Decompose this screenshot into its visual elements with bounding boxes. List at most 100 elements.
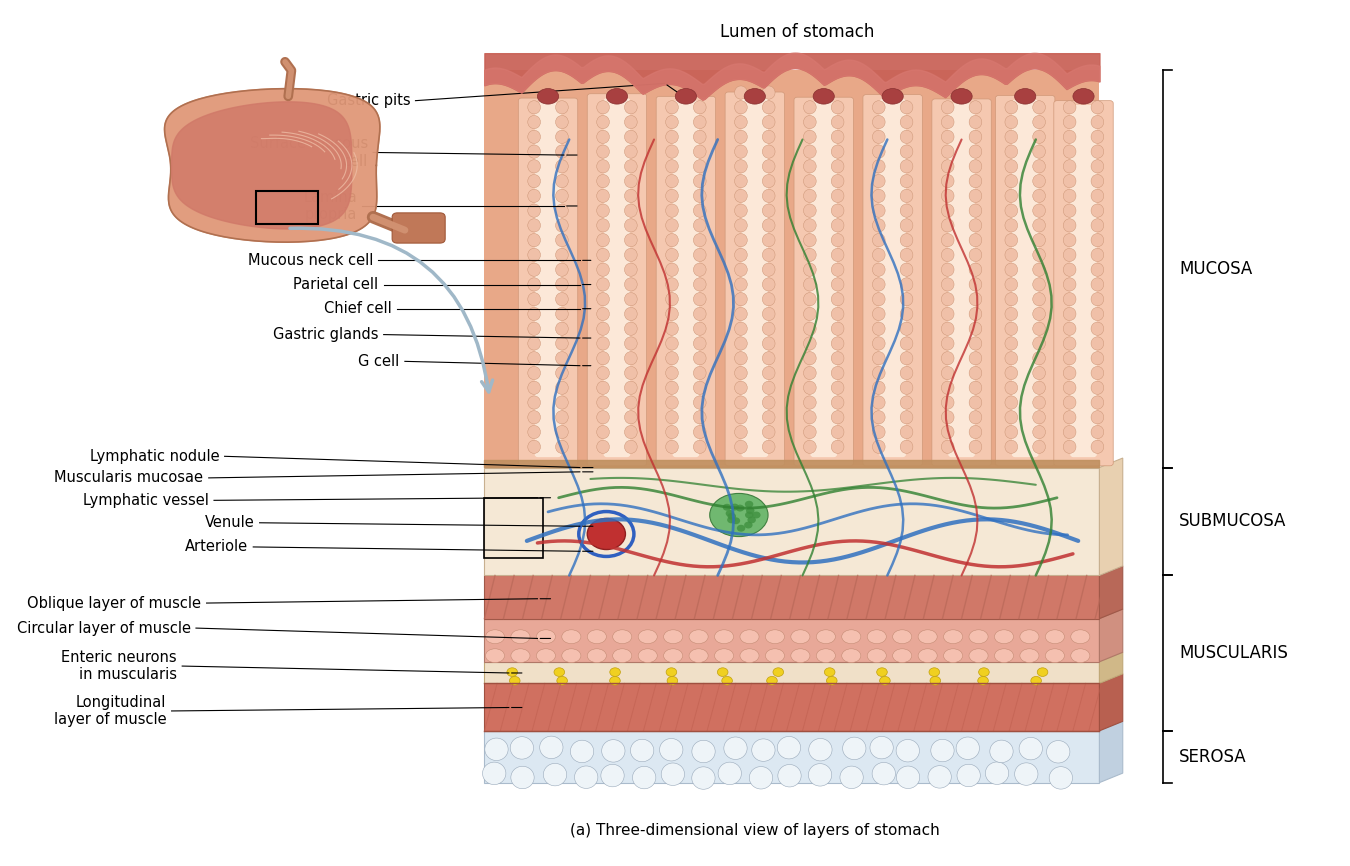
FancyBboxPatch shape bbox=[518, 98, 578, 466]
Ellipse shape bbox=[625, 130, 637, 144]
Ellipse shape bbox=[1004, 159, 1018, 173]
Ellipse shape bbox=[969, 396, 981, 409]
Ellipse shape bbox=[749, 766, 772, 789]
Ellipse shape bbox=[832, 145, 844, 158]
Ellipse shape bbox=[832, 396, 844, 409]
Ellipse shape bbox=[969, 234, 981, 247]
Ellipse shape bbox=[556, 425, 568, 439]
Ellipse shape bbox=[1033, 352, 1045, 365]
Ellipse shape bbox=[941, 322, 954, 335]
Ellipse shape bbox=[941, 381, 954, 394]
Ellipse shape bbox=[803, 130, 817, 144]
Ellipse shape bbox=[969, 440, 981, 454]
Ellipse shape bbox=[710, 494, 768, 537]
Ellipse shape bbox=[1064, 175, 1076, 188]
Ellipse shape bbox=[528, 307, 540, 320]
Ellipse shape bbox=[995, 630, 1014, 643]
Ellipse shape bbox=[1004, 307, 1018, 320]
Ellipse shape bbox=[896, 766, 919, 789]
Ellipse shape bbox=[556, 337, 568, 350]
Ellipse shape bbox=[763, 100, 775, 114]
Circle shape bbox=[509, 676, 520, 685]
Ellipse shape bbox=[528, 263, 540, 276]
Ellipse shape bbox=[872, 145, 886, 158]
Ellipse shape bbox=[832, 352, 844, 365]
Text: (a) Three-dimensional view of layers of stomach: (a) Three-dimensional view of layers of … bbox=[570, 823, 940, 837]
Ellipse shape bbox=[556, 234, 568, 247]
FancyBboxPatch shape bbox=[948, 103, 975, 457]
Ellipse shape bbox=[597, 440, 609, 454]
Ellipse shape bbox=[597, 307, 609, 320]
Circle shape bbox=[979, 668, 990, 676]
Ellipse shape bbox=[537, 88, 559, 104]
Ellipse shape bbox=[1004, 263, 1018, 276]
Ellipse shape bbox=[613, 630, 632, 643]
Ellipse shape bbox=[1091, 100, 1104, 114]
Ellipse shape bbox=[556, 278, 568, 291]
Ellipse shape bbox=[900, 337, 913, 350]
Text: Gastric pits: Gastric pits bbox=[327, 94, 410, 108]
Ellipse shape bbox=[803, 307, 817, 320]
Ellipse shape bbox=[1004, 366, 1018, 379]
FancyBboxPatch shape bbox=[931, 99, 991, 466]
Ellipse shape bbox=[1064, 352, 1076, 365]
Ellipse shape bbox=[832, 234, 844, 247]
Ellipse shape bbox=[664, 649, 683, 662]
Ellipse shape bbox=[1064, 249, 1076, 262]
Ellipse shape bbox=[597, 278, 609, 291]
Ellipse shape bbox=[1091, 249, 1104, 262]
Ellipse shape bbox=[900, 175, 913, 188]
Circle shape bbox=[730, 504, 738, 511]
Ellipse shape bbox=[832, 175, 844, 188]
Ellipse shape bbox=[1064, 100, 1076, 114]
Ellipse shape bbox=[734, 249, 748, 262]
Ellipse shape bbox=[536, 649, 555, 662]
Ellipse shape bbox=[803, 249, 817, 262]
Ellipse shape bbox=[872, 130, 886, 144]
Ellipse shape bbox=[1004, 322, 1018, 335]
Ellipse shape bbox=[694, 263, 706, 276]
Ellipse shape bbox=[694, 190, 706, 203]
Ellipse shape bbox=[872, 381, 886, 394]
Ellipse shape bbox=[941, 278, 954, 291]
Ellipse shape bbox=[892, 649, 911, 662]
Ellipse shape bbox=[666, 190, 678, 203]
Ellipse shape bbox=[528, 159, 540, 173]
FancyBboxPatch shape bbox=[794, 97, 853, 466]
Ellipse shape bbox=[872, 263, 886, 276]
FancyBboxPatch shape bbox=[603, 98, 630, 457]
Ellipse shape bbox=[832, 337, 844, 350]
Ellipse shape bbox=[571, 740, 594, 763]
Circle shape bbox=[587, 519, 625, 550]
Ellipse shape bbox=[1064, 159, 1076, 173]
Polygon shape bbox=[1099, 674, 1123, 731]
Ellipse shape bbox=[734, 396, 748, 409]
Ellipse shape bbox=[536, 630, 555, 643]
Ellipse shape bbox=[734, 381, 748, 394]
Ellipse shape bbox=[763, 322, 775, 335]
Ellipse shape bbox=[969, 190, 981, 203]
Ellipse shape bbox=[556, 130, 568, 144]
Ellipse shape bbox=[1091, 352, 1104, 365]
Ellipse shape bbox=[832, 425, 844, 439]
Ellipse shape bbox=[1064, 396, 1076, 409]
FancyBboxPatch shape bbox=[587, 94, 647, 466]
Circle shape bbox=[737, 525, 745, 532]
Circle shape bbox=[767, 676, 778, 685]
Ellipse shape bbox=[990, 740, 1012, 763]
FancyBboxPatch shape bbox=[1012, 100, 1038, 457]
Ellipse shape bbox=[969, 649, 988, 662]
FancyBboxPatch shape bbox=[656, 96, 716, 466]
Ellipse shape bbox=[1004, 204, 1018, 217]
Ellipse shape bbox=[930, 740, 954, 762]
Ellipse shape bbox=[941, 100, 954, 114]
Ellipse shape bbox=[694, 440, 706, 454]
Ellipse shape bbox=[765, 630, 784, 643]
Ellipse shape bbox=[803, 337, 817, 350]
Ellipse shape bbox=[734, 145, 748, 158]
Ellipse shape bbox=[1033, 249, 1045, 262]
Ellipse shape bbox=[900, 263, 913, 276]
Ellipse shape bbox=[694, 337, 706, 350]
Text: Enteric neurons
in muscularis: Enteric neurons in muscularis bbox=[61, 650, 177, 682]
Ellipse shape bbox=[556, 175, 568, 188]
